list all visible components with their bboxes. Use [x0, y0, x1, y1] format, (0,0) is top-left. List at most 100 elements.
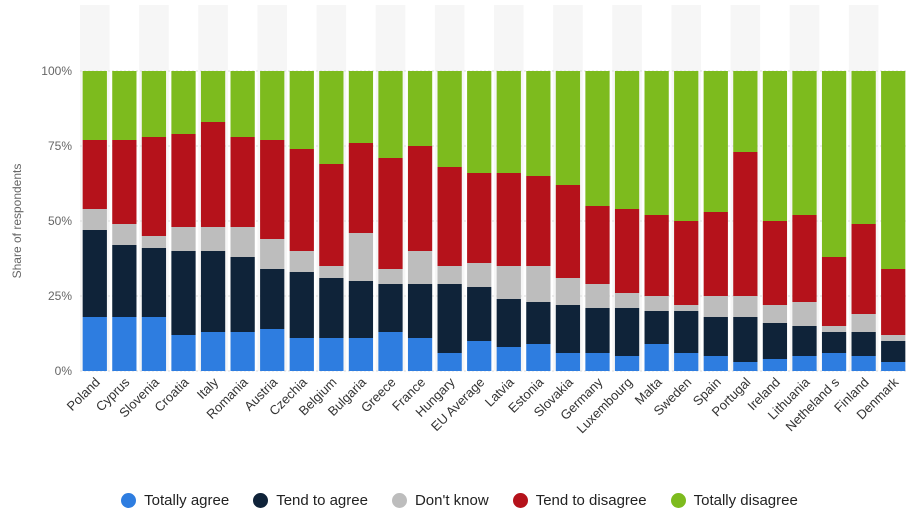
bar-segment[interactable]: Croatia — Don't know: 8%	[171, 227, 196, 251]
bar-segment[interactable]: Netheland s — Tend to agree: 7%	[821, 332, 847, 353]
bar-segment[interactable]: France — Totally disagree: 25%	[407, 71, 433, 146]
bar-segment[interactable]: Latvia — Tend to agree: 16%	[496, 299, 521, 347]
bar-segment[interactable]: Croatia — Totally disagree: 21%	[171, 71, 196, 134]
bar-segment[interactable]: Czechia — Totally disagree: 26%	[289, 71, 314, 149]
bar-segment[interactable]: Slovenia — Tend to agree: 23%	[141, 248, 167, 317]
legend-item[interactable]: Totally agree	[121, 492, 229, 509]
bar-segment[interactable]: Portugal — Totally disagree: 27%	[733, 71, 758, 152]
bar-segment[interactable]: Greece — Don't know: 5%	[378, 269, 403, 284]
bar-segment[interactable]: Italy — Totally agree: 13%	[200, 332, 226, 371]
bar-segment[interactable]: France — Totally agree: 11%	[407, 338, 433, 371]
bar-segment[interactable]: France — Tend to agree: 18%	[407, 284, 433, 338]
bar-segment[interactable]: Ireland — Tend to disagree: 28%	[762, 221, 788, 305]
bar-segment[interactable]: Hungary — Tend to agree: 23%	[437, 284, 462, 353]
bar-segment[interactable]: Estonia — Totally disagree: 35%	[526, 71, 551, 176]
bar-segment[interactable]: Lithuania — Totally agree: 5%	[792, 356, 817, 371]
bar-segment[interactable]: Greece — Tend to agree: 16%	[378, 284, 403, 332]
bar-segment[interactable]: Netheland s — Totally agree: 6%	[821, 353, 847, 371]
bar-segment[interactable]: Portugal — Tend to disagree: 48%	[733, 152, 758, 296]
bar-segment[interactable]: Austria — Don't know: 10%	[260, 239, 285, 269]
bar-segment[interactable]: Italy — Totally disagree: 17%	[200, 71, 226, 122]
bar-segment[interactable]: Czechia — Totally agree: 11%	[289, 338, 314, 371]
bar-segment[interactable]: Slovenia — Tend to disagree: 33%	[141, 137, 167, 236]
bar-segment[interactable]: Poland — Tend to agree: 29%	[82, 230, 107, 317]
bar-segment[interactable]: EU Average — Don't know: 8%	[467, 263, 492, 287]
bar-segment[interactable]: Belgium — Don't know: 4%	[319, 266, 344, 278]
bar-segment[interactable]: Luxembourg — Totally disagree: 46%	[614, 71, 640, 209]
bar-segment[interactable]: Spain — Tend to disagree: 28%	[703, 212, 728, 296]
bar-segment[interactable]: Slovakia — Tend to disagree: 31%	[555, 185, 581, 278]
bar-segment[interactable]: Poland — Tend to disagree: 23%	[82, 140, 107, 209]
bar-segment[interactable]: Czechia — Don't know: 7%	[289, 251, 314, 272]
bar-segment[interactable]: EU Average — Totally agree: 10%	[467, 341, 492, 371]
bar-segment[interactable]: Sweden — Don't know: 2%	[674, 305, 699, 311]
bar-segment[interactable]: Luxembourg — Totally agree: 5%	[614, 356, 640, 371]
bar-segment[interactable]: Latvia — Tend to disagree: 31%	[496, 173, 521, 266]
bar-segment[interactable]: Hungary — Totally agree: 6%	[437, 353, 462, 371]
bar-segment[interactable]: Romania — Totally disagree: 22%	[230, 71, 255, 137]
bar-segment[interactable]: France — Don't know: 11%	[407, 251, 433, 284]
bar-segment[interactable]: Cyprus — Tend to agree: 24%	[112, 245, 137, 317]
bar-segment[interactable]: Cyprus — Tend to disagree: 28%	[112, 140, 137, 224]
bar-segment[interactable]: Italy — Tend to agree: 27%	[200, 251, 226, 332]
bar-segment[interactable]: Portugal — Tend to agree: 15%	[733, 317, 758, 362]
bar-segment[interactable]: Spain — Tend to agree: 13%	[703, 317, 728, 356]
bar-segment[interactable]: Romania — Tend to disagree: 30%	[230, 137, 255, 227]
bar-segment[interactable]: Portugal — Don't know: 7%	[733, 296, 758, 317]
bar-segment[interactable]: Greece — Totally disagree: 29%	[378, 71, 403, 158]
bar-segment[interactable]: Malta — Totally disagree: 48%	[644, 71, 669, 215]
bar-segment[interactable]: Luxembourg — Tend to agree: 16%	[614, 308, 640, 356]
bar-segment[interactable]: Belgium — Totally disagree: 31%	[319, 71, 344, 164]
bar-segment[interactable]: Belgium — Totally agree: 11%	[319, 338, 344, 371]
legend-item[interactable]: Tend to agree	[253, 492, 368, 509]
bar-segment[interactable]: Bulgaria — Don't know: 16%	[348, 233, 374, 281]
bar-segment[interactable]: Poland — Totally agree: 18%	[82, 317, 107, 371]
bar-segment[interactable]: Slovenia — Don't know: 4%	[141, 236, 167, 248]
bar-segment[interactable]: Slovenia — Totally disagree: 22%	[141, 71, 167, 137]
bar-segment[interactable]: Sweden — Tend to agree: 14%	[674, 311, 699, 353]
bar-segment[interactable]: Slovakia — Tend to agree: 16%	[555, 305, 581, 353]
bar-segment[interactable]: Lithuania — Don't know: 8%	[792, 302, 817, 326]
bar-segment[interactable]: Bulgaria — Totally agree: 11%	[348, 338, 374, 371]
bar-segment[interactable]: Ireland — Totally agree: 4%	[762, 359, 788, 371]
bar-segment[interactable]: Hungary — Totally disagree: 32%	[437, 71, 462, 167]
bar-segment[interactable]: Lithuania — Tend to agree: 10%	[792, 326, 817, 356]
bar-segment[interactable]: Croatia — Tend to agree: 28%	[171, 251, 196, 335]
legend-item[interactable]: Don't know	[391, 492, 489, 509]
bar-segment[interactable]: Romania — Don't know: 10%	[230, 227, 255, 257]
bar-segment[interactable]: Ireland — Tend to agree: 12%	[762, 323, 788, 359]
bar-segment[interactable]: Netheland s — Don't know: 2%	[821, 326, 847, 332]
bar-segment[interactable]: EU Average — Tend to agree: 18%	[467, 287, 492, 341]
bar-segment[interactable]: Portugal — Totally agree: 3%	[733, 362, 758, 371]
bar-segment[interactable]: Denmark — Totally disagree: 66%	[881, 71, 906, 269]
bar-segment[interactable]: Germany — Tend to agree: 15%	[585, 308, 610, 353]
bar-segment[interactable]: Latvia — Totally disagree: 34%	[496, 71, 521, 173]
bar-segment[interactable]: Czechia — Tend to disagree: 34%	[289, 149, 314, 251]
bar-segment[interactable]: Poland — Don't know: 7%	[82, 209, 107, 230]
bar-segment[interactable]: Malta — Don't know: 5%	[644, 296, 669, 311]
bar-segment[interactable]: Luxembourg — Tend to disagree: 28%	[614, 209, 640, 293]
bar-segment[interactable]: Italy — Tend to disagree: 35%	[200, 122, 226, 227]
bar-segment[interactable]: Hungary — Don't know: 6%	[437, 266, 462, 284]
bar-segment[interactable]: Bulgaria — Tend to disagree: 30%	[348, 143, 374, 233]
bar-segment[interactable]: Bulgaria — Totally disagree: 24%	[348, 71, 374, 143]
bar-segment[interactable]: Sweden — Tend to disagree: 28%	[674, 221, 699, 305]
bar-segment[interactable]: Germany — Tend to disagree: 26%	[585, 206, 610, 284]
bar-segment[interactable]: Slovenia — Totally agree: 18%	[141, 317, 167, 371]
bar-segment[interactable]: Denmark — Tend to agree: 7%	[881, 341, 906, 362]
bar-segment[interactable]: Lithuania — Tend to disagree: 29%	[792, 215, 817, 302]
bar-segment[interactable]: Finland — Totally disagree: 51%	[851, 71, 876, 224]
bar-segment[interactable]: Germany — Totally agree: 6%	[585, 353, 610, 371]
bar-segment[interactable]: Ireland — Totally disagree: 50%	[762, 71, 788, 221]
bar-segment[interactable]: Czechia — Tend to agree: 22%	[289, 272, 314, 338]
bar-segment[interactable]: Italy — Don't know: 8%	[200, 227, 226, 251]
bar-segment[interactable]: Denmark — Don't know: 2%	[881, 335, 906, 341]
bar-segment[interactable]: Finland — Tend to disagree: 30%	[851, 224, 876, 314]
bar-segment[interactable]: Estonia — Tend to agree: 14%	[526, 302, 551, 344]
bar-segment[interactable]: Hungary — Tend to disagree: 33%	[437, 167, 462, 266]
bar-segment[interactable]: Croatia — Totally agree: 12%	[171, 335, 196, 371]
bar-segment[interactable]: Greece — Totally agree: 13%	[378, 332, 403, 371]
bar-segment[interactable]: Germany — Totally disagree: 45%	[585, 71, 610, 206]
bar-segment[interactable]: EU Average — Tend to disagree: 30%	[467, 173, 492, 263]
bar-segment[interactable]: Slovakia — Don't know: 9%	[555, 278, 581, 305]
